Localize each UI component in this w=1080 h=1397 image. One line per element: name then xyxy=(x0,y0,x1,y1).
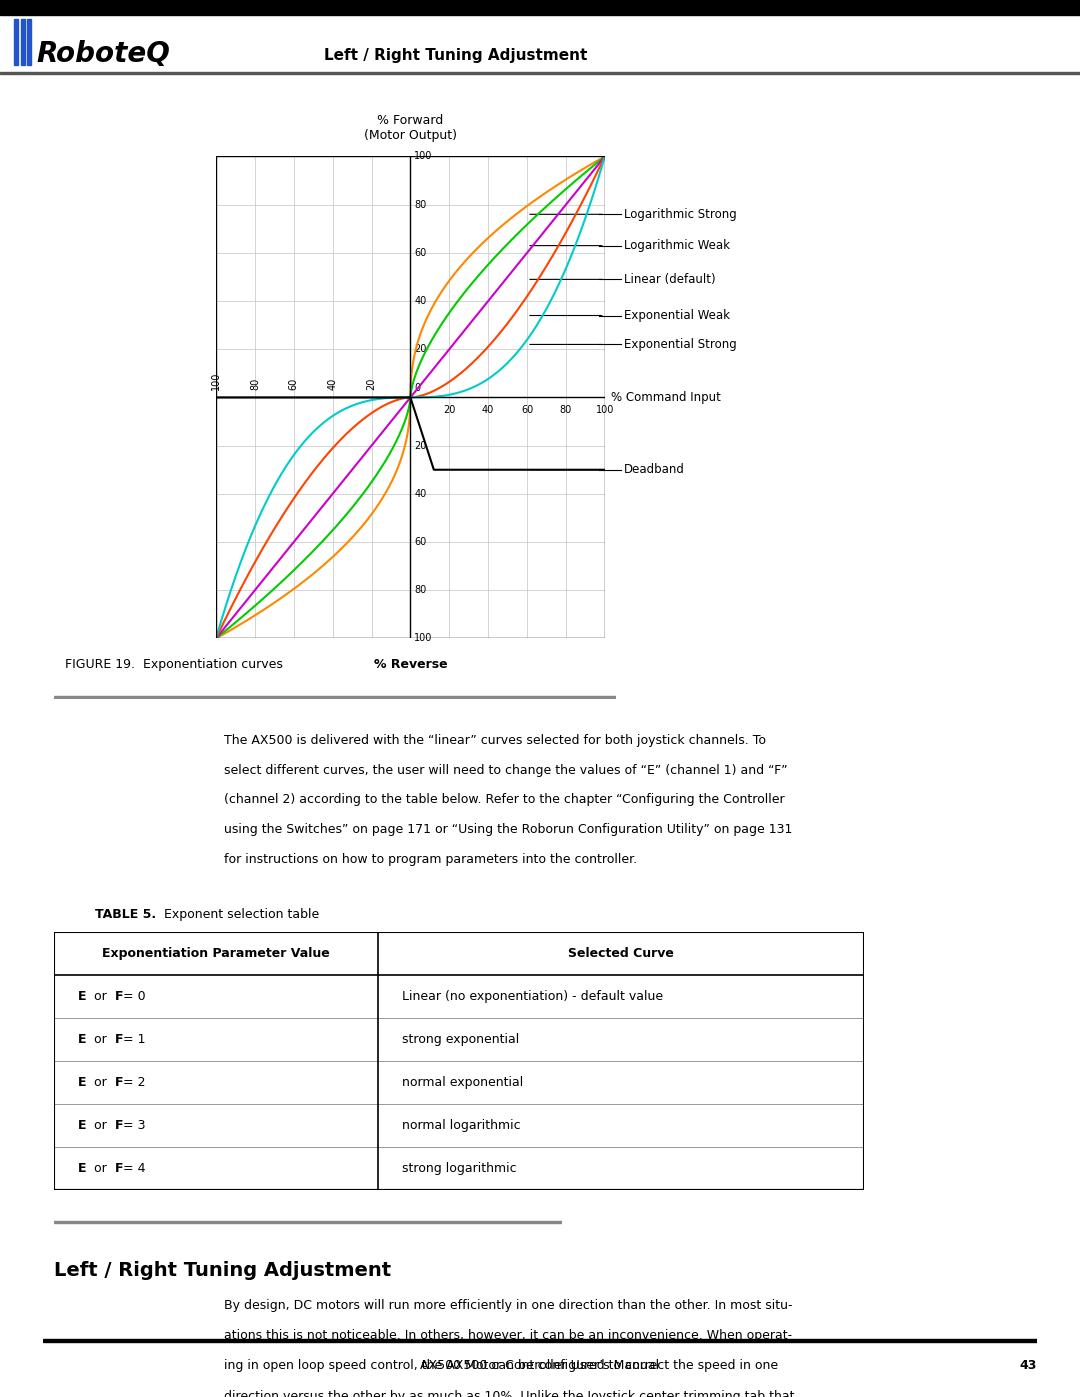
Text: RoboteQ: RoboteQ xyxy=(37,39,171,67)
Text: or: or xyxy=(91,1119,111,1132)
Text: = 3: = 3 xyxy=(123,1119,146,1132)
Text: ing in open loop speed control, the AX500 can be configured to correct the speed: ing in open loop speed control, the AX50… xyxy=(225,1359,779,1372)
Text: Selected Curve: Selected Curve xyxy=(568,947,674,960)
Text: normal exponential: normal exponential xyxy=(402,1076,524,1090)
Text: for instructions on how to program parameters into the controller.: for instructions on how to program param… xyxy=(225,854,637,866)
Bar xyxy=(54,1221,562,1224)
Text: AX500 Motor Controller User’s Manual: AX500 Motor Controller User’s Manual xyxy=(420,1359,660,1372)
Text: = 0: = 0 xyxy=(123,990,146,1003)
Text: 20: 20 xyxy=(415,344,427,355)
Text: F: F xyxy=(114,990,123,1003)
Text: 80: 80 xyxy=(415,200,427,210)
Text: (channel 2) according to the table below. Refer to the chapter “Configuring the : (channel 2) according to the table below… xyxy=(225,793,785,806)
Text: = 2: = 2 xyxy=(123,1076,146,1090)
Text: normal logarithmic: normal logarithmic xyxy=(402,1119,521,1132)
Text: ations this is not noticeable. In others, however, it can be an inconvenience. W: ations this is not noticeable. In others… xyxy=(225,1329,793,1343)
Text: 80: 80 xyxy=(249,379,260,390)
Text: Linear (default): Linear (default) xyxy=(624,272,716,286)
Text: strong exponential: strong exponential xyxy=(402,1032,519,1046)
Text: or: or xyxy=(91,1032,111,1046)
Bar xyxy=(27,20,31,66)
Text: % Command Input: % Command Input xyxy=(610,391,720,404)
Text: E: E xyxy=(78,990,86,1003)
Text: or: or xyxy=(91,1162,111,1175)
Text: E: E xyxy=(78,1162,86,1175)
Text: Linear (no exponentiation) - default value: Linear (no exponentiation) - default val… xyxy=(402,990,663,1003)
Text: F: F xyxy=(114,1162,123,1175)
Text: F: F xyxy=(114,1076,123,1090)
Text: 40: 40 xyxy=(415,296,427,306)
Text: E: E xyxy=(78,1032,86,1046)
Text: F: F xyxy=(114,1032,123,1046)
Text: 60: 60 xyxy=(415,536,427,548)
Text: Logarithmic Weak: Logarithmic Weak xyxy=(624,239,730,251)
Text: 20: 20 xyxy=(443,405,456,415)
Text: 60: 60 xyxy=(415,247,427,258)
Text: = 1: = 1 xyxy=(123,1032,146,1046)
Text: The AX500 is delivered with the “linear” curves selected for both joystick chann: The AX500 is delivered with the “linear”… xyxy=(225,733,766,747)
Text: or: or xyxy=(91,990,111,1003)
Text: FIGURE 19.  Exponentiation curves: FIGURE 19. Exponentiation curves xyxy=(65,658,283,672)
Text: 60: 60 xyxy=(288,379,299,390)
Text: Left / Right Tuning Adjustment: Left / Right Tuning Adjustment xyxy=(54,1261,391,1280)
Bar xyxy=(54,696,616,698)
Text: 43: 43 xyxy=(1020,1359,1037,1372)
Text: 0: 0 xyxy=(415,383,420,393)
Bar xyxy=(0,71,1080,74)
Text: By design, DC motors will run more efficiently in one direction than the other. : By design, DC motors will run more effic… xyxy=(225,1299,793,1312)
Text: 40: 40 xyxy=(415,489,427,499)
Text: 40: 40 xyxy=(482,405,495,415)
Text: 80: 80 xyxy=(559,405,572,415)
Text: Exponentiation Parameter Value: Exponentiation Parameter Value xyxy=(103,947,329,960)
Text: 100: 100 xyxy=(415,633,433,644)
Text: Left / Right Tuning Adjustment: Left / Right Tuning Adjustment xyxy=(324,47,588,63)
Text: or: or xyxy=(91,1076,111,1090)
Bar xyxy=(0,0,1080,15)
Text: 60: 60 xyxy=(521,405,534,415)
Text: Deadband: Deadband xyxy=(624,464,685,476)
Text: Logarithmic Strong: Logarithmic Strong xyxy=(624,208,737,221)
Text: Exponent selection table: Exponent selection table xyxy=(160,908,319,921)
Text: = 4: = 4 xyxy=(123,1162,146,1175)
Text: 100: 100 xyxy=(211,372,221,390)
Text: 20: 20 xyxy=(415,440,427,451)
Text: % Forward
(Motor Output): % Forward (Motor Output) xyxy=(364,115,457,142)
Text: F: F xyxy=(114,1119,123,1132)
Text: E: E xyxy=(78,1076,86,1090)
Text: using the Switches” on page 171 or “Using the Roborun Configuration Utility” on : using the Switches” on page 171 or “Usin… xyxy=(225,823,793,837)
Text: 100: 100 xyxy=(595,405,615,415)
Text: direction versus the other by as much as 10%. Unlike the Joystick center trimmin: direction versus the other by as much as… xyxy=(225,1390,795,1397)
Text: Exponential Strong: Exponential Strong xyxy=(624,338,737,351)
Text: select different curves, the user will need to change the values of “E” (channel: select different curves, the user will n… xyxy=(225,764,787,777)
Bar xyxy=(21,20,25,66)
Text: E: E xyxy=(78,1119,86,1132)
Bar xyxy=(14,20,18,66)
Text: 40: 40 xyxy=(327,379,338,390)
Text: strong logarithmic: strong logarithmic xyxy=(402,1162,517,1175)
Bar xyxy=(43,1340,1037,1343)
Text: Exponential Weak: Exponential Weak xyxy=(624,309,730,323)
Text: 80: 80 xyxy=(415,585,427,595)
Text: 20: 20 xyxy=(366,377,377,390)
Text: % Reverse: % Reverse xyxy=(374,658,447,671)
Text: TABLE 5.: TABLE 5. xyxy=(95,908,157,921)
Text: 100: 100 xyxy=(415,151,433,162)
